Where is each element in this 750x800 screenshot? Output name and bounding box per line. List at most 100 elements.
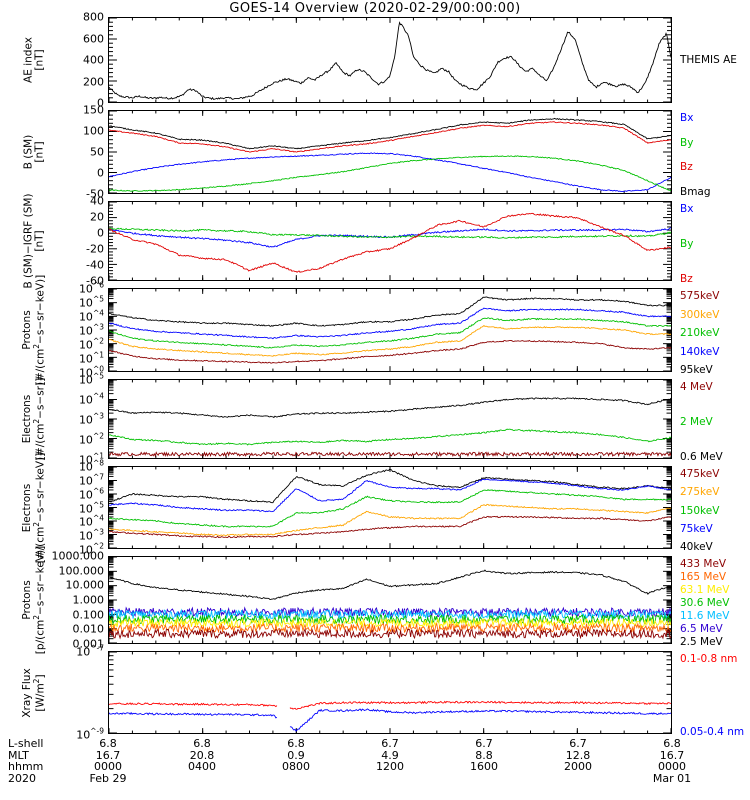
ytick-label: 50 xyxy=(90,145,104,159)
y-axis-title-xray-flux: Xray Flux [W/m2] xyxy=(21,667,47,718)
legend-item-protons-kev-3: 140keV xyxy=(680,345,720,358)
ytick-labels-electrons-mev: 10^1 10^2 10^3 10^4 10^5 xyxy=(0,372,104,465)
x-axis-tick-l-shell-5: 6.7 xyxy=(569,737,587,750)
legend-item-b-sm-minus-igrf-0: Bx xyxy=(680,203,694,215)
legend-item-b-sm-minus-igrf-2: Bz xyxy=(680,273,693,285)
y-axis-title-electrons-mev: Electrons [#/(cm2−s−sr)] xyxy=(21,377,47,461)
plot-canvas xyxy=(109,557,671,643)
ytick-labels-electrons-kev: 10^2 10^3 10^4 10^5 10^6 10^7 10^8 xyxy=(0,459,104,555)
ytick-label: 100.000 xyxy=(58,564,105,578)
ytick-label: 600 xyxy=(83,32,104,45)
ytick-label: 10^5 xyxy=(78,371,104,387)
ytick-label: 10^3 xyxy=(78,411,104,427)
series-line xyxy=(109,468,671,504)
x-axis-row-name-2020: 2020 xyxy=(8,771,36,785)
ytick-label: -20 xyxy=(86,242,104,256)
ytick-label: 10^1 xyxy=(78,451,104,467)
series-line xyxy=(109,622,671,634)
x-axis-tick-l-shell-3: 6.7 xyxy=(381,737,399,750)
plot-canvas xyxy=(109,202,671,280)
ytick-label: 800 xyxy=(83,10,104,24)
series-line xyxy=(109,478,671,513)
panel-protons-kev xyxy=(108,288,672,372)
x-axis-tick-mlt-2: 0.9 xyxy=(287,748,305,762)
ytick-label: 10^4 xyxy=(78,514,104,529)
legend-item-b-sm-1: By xyxy=(680,136,694,149)
ytick-label: 10^7 xyxy=(78,472,104,488)
ytick-label: -40 xyxy=(86,258,104,272)
plot-canvas xyxy=(109,380,671,458)
series-line xyxy=(109,515,671,539)
series-line xyxy=(109,489,671,528)
x-axis-row-name-l-shell: L-shell xyxy=(8,737,44,750)
legend-item-protons-mev-2: 63.1 MeV xyxy=(680,584,730,596)
ytick-label: 10^1 xyxy=(78,350,104,366)
legend-item-electrons-kev-3: 75keV xyxy=(680,522,713,535)
ytick-label: 10^2 xyxy=(78,336,104,352)
ytick-label: 10.000 xyxy=(65,578,105,592)
tick-marks xyxy=(109,289,671,371)
panel-b-sm-minus-igrf xyxy=(108,201,672,281)
legend-item-b-sm-2: Bz xyxy=(680,161,693,174)
x-axis-tick-l-shell-4: 6.7 xyxy=(475,737,493,750)
ytick-label: 40 xyxy=(90,194,104,208)
ytick-label: -50 xyxy=(86,187,104,201)
ytick-label: 10^6 xyxy=(78,486,104,501)
legend-item-protons-mev-5: 6.5 MeV xyxy=(680,623,723,635)
series-line xyxy=(109,121,671,153)
series-line xyxy=(109,212,671,273)
ytick-labels-protons-kev: 10^0 10^1 10^2 10^3 10^4 10^5 10^6 xyxy=(0,281,104,378)
legend-item-protons-mev-3: 30.6 MeV xyxy=(680,597,730,609)
legend-item-electrons-mev-0: 4 MeV xyxy=(680,381,713,393)
ytick-label: 0 xyxy=(97,226,104,240)
ytick-label: 10^4 xyxy=(78,391,104,407)
legend-item-electrons-mev-1: 2 MeV xyxy=(680,416,713,428)
ytick-labels-b-sm-minus-igrf: -60 -40 -20 0 20 40 xyxy=(0,196,104,287)
legend-item-b-sm-minus-igrf-1: By xyxy=(680,238,694,250)
x-axis-row-name-mlt: MLT xyxy=(8,748,29,762)
tick-marks xyxy=(109,202,671,280)
legend-item-electrons-kev-2: 150keV xyxy=(680,504,720,517)
y-axis-title-ae-index: AE index [nT] xyxy=(22,37,45,83)
ytick-label: 20 xyxy=(90,210,104,224)
ytick-label: 10^3 xyxy=(78,527,104,543)
legend-item-electrons-kev-1: 275keV xyxy=(680,486,720,499)
series-line xyxy=(109,227,671,239)
legend-item-protons-kev-4: 95keV xyxy=(680,364,713,376)
legend-item-electrons-kev-4: 40keV xyxy=(680,541,713,553)
ytick-label: 100 xyxy=(83,124,104,138)
x-axis-tick-mlt-4: 8.8 xyxy=(475,748,493,762)
tick-marks xyxy=(109,111,671,193)
legend-item-ae-index-0: THEMIS AE xyxy=(680,54,737,66)
panel-electrons-kev xyxy=(108,466,672,549)
x-axis-date-0: Feb 29 xyxy=(89,771,127,785)
ytick-label: 10^2 xyxy=(78,541,104,557)
ytick-label: 1.000 xyxy=(72,593,105,607)
ytick-labels-ae-index: 0 200 400 600 800 xyxy=(0,12,104,109)
series-line xyxy=(109,451,671,458)
x-axis-tick-hhmm-0: 0000 xyxy=(94,760,122,774)
ytick-label: 10^4 xyxy=(78,308,104,324)
ytick-label: 10^0 xyxy=(78,364,104,380)
legend-item-xray-flux-0: 0.1-0.8 nm xyxy=(680,653,738,665)
panel-electrons-mev xyxy=(108,379,672,459)
legend-item-protons-mev-1: 165 MeV xyxy=(680,571,727,583)
legend-item-electrons-kev-0: 475keV xyxy=(680,468,720,480)
ytick-label: 10^2 xyxy=(78,431,104,447)
legend-item-b-sm-0: Bx xyxy=(680,112,694,124)
series-line xyxy=(109,325,671,357)
y-axis-title-b-sm: B (SM) [nT] xyxy=(22,134,45,170)
x-axis-date-6: Mar 01 xyxy=(652,771,692,785)
series-line xyxy=(109,296,671,327)
series-line xyxy=(109,569,671,600)
plot-canvas xyxy=(109,289,671,371)
tick-marks xyxy=(109,652,671,733)
legend-item-protons-mev-4: 11.6 MeV xyxy=(680,610,730,622)
series-line xyxy=(109,117,671,150)
series-line xyxy=(109,708,671,732)
x-axis-tick-l-shell-1: 6.8 xyxy=(193,737,211,750)
x-axis-tick-mlt-0: 16.7 xyxy=(95,748,121,762)
series-line xyxy=(109,613,671,626)
x-axis-tick-hhmm-5: 2000 xyxy=(563,760,592,774)
series-line xyxy=(109,617,671,629)
